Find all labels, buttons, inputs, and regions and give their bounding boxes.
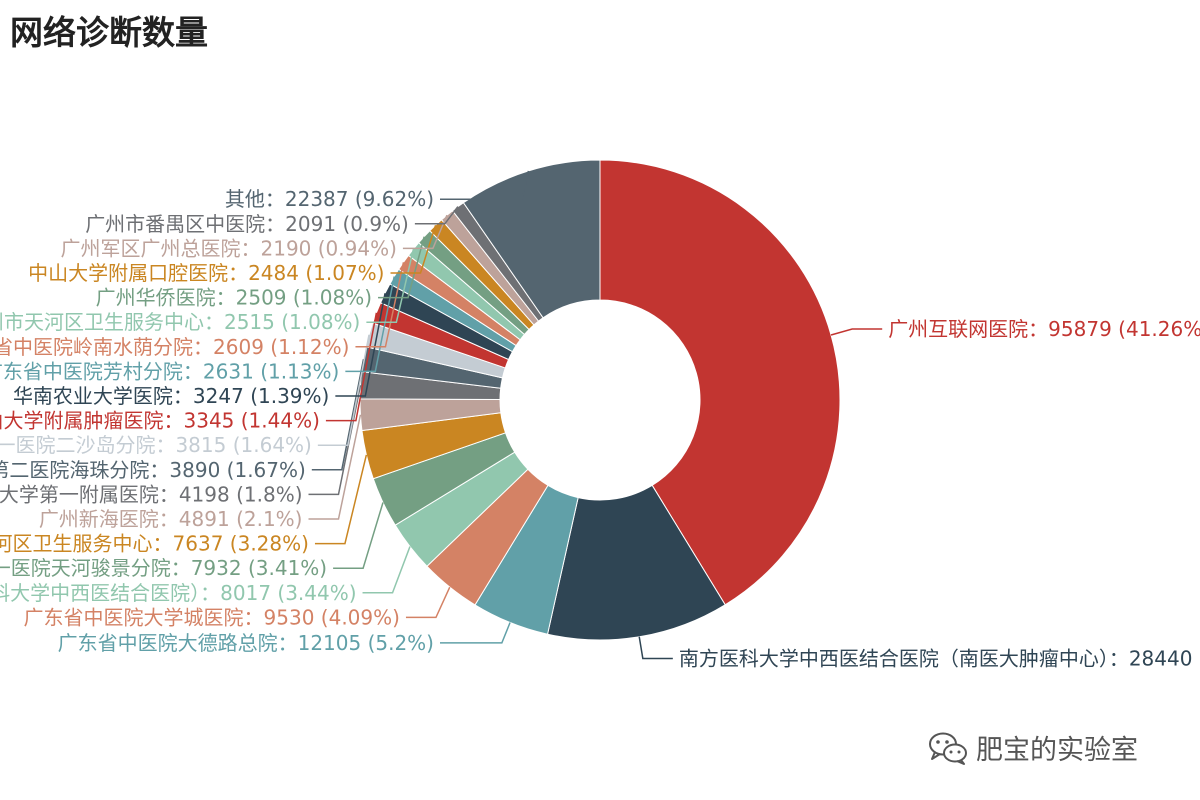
slice-label-10: 中山大学附属第一医院二沙岛分院：3815 (1.64%) [0, 433, 312, 457]
slice-label-3: 广东省中医院大学城医院：9530 (4.09%) [24, 605, 400, 629]
slice-label-12: 华南农业大学医院：3247 (1.39%) [13, 384, 329, 408]
wechat-icon [929, 732, 967, 765]
leader-line-8 [308, 385, 362, 496]
watermark-text: 肥宝的实验室 [976, 735, 1138, 766]
pie-slice-1 [546, 484, 726, 641]
slice-label-11: 中山大学附属肿瘤医院：3345 (1.44%) [0, 409, 320, 433]
slice-label-14: 广东省中医院岭南水荫分院：2609 (1.12%) [0, 335, 349, 359]
leader-line-6 [314, 454, 368, 545]
leader-line-4 [362, 546, 411, 594]
slice-label-16: 广州华侨医院：2509 (1.08%) [96, 286, 372, 310]
slice-label-13: 广东省中医院芳村分院：2631 (1.13%) [0, 359, 339, 383]
slice-label-17: 中山大学附属口腔医院：2484 (1.07%) [28, 261, 384, 285]
slice-label-15: 广州市天河区卫生服务中心：2515 (1.08%) [0, 310, 360, 334]
page-title: 网络诊断数量 [10, 13, 208, 52]
leader-line-7 [308, 414, 362, 520]
leader-line-0 [830, 328, 883, 336]
leader-line-12 [335, 293, 386, 397]
slice-label-9: 广州医科大学附属第二医院海珠分院：3890 (1.67%) [0, 458, 306, 482]
slice-label-7: 广州新海医院：4891 (2.1%) [39, 507, 303, 531]
leader-line-3 [405, 586, 451, 619]
leader-line-18 [402, 214, 448, 250]
chart-slices [359, 159, 841, 641]
leader-line-2 [440, 622, 511, 644]
slice-label-0: 广州互联网医院：95879 (41.26%) [888, 317, 1200, 341]
watermark: 肥宝的实验室 [928, 728, 1138, 767]
chart-labels: 广州互联网医院：95879 (41.26%) 南方医科大学中西医结合医院（南医大肿… [0, 170, 1200, 670]
leader-line-5 [333, 502, 384, 569]
leader-line-17 [390, 224, 437, 274]
leader-line-19 [414, 206, 459, 225]
pie-slice-0 [599, 159, 841, 606]
leader-line-13 [345, 276, 395, 373]
slice-label-5: 中山大学附属第一医院天河骏景分院：7932 (3.41%) [0, 556, 327, 580]
slice-label-1: 南方医科大学中西医结合医院（南医大肿瘤中心）：28440 (12.24%) [679, 646, 1200, 670]
slice-label-4: 南方医科大学中西医结合医院）：8017 (3.44%) [0, 581, 357, 605]
leader-line-1 [638, 636, 673, 660]
leader-line-11 [325, 312, 378, 422]
leader-line-14 [355, 262, 405, 348]
slice-label-2: 广东省中医院大德路总院：12105 (5.2%) [58, 631, 434, 655]
leader-line-16 [378, 236, 425, 299]
slice-label-18: 广州军区广州总医院：2190 (0.94%) [61, 236, 397, 260]
slice-label-19: 广州市番禺区中医院：2091 (0.9%) [85, 212, 409, 236]
slice-label-8: 广州医科大学第一附属医院：4198 (1.8%) [0, 482, 302, 506]
leader-line-20 [440, 170, 530, 200]
slice-label-20: 其他：22387 (9.62%) [225, 187, 434, 211]
slice-label-6: 广州市天河区卫生服务中心：7637 (3.28%) [0, 532, 309, 556]
